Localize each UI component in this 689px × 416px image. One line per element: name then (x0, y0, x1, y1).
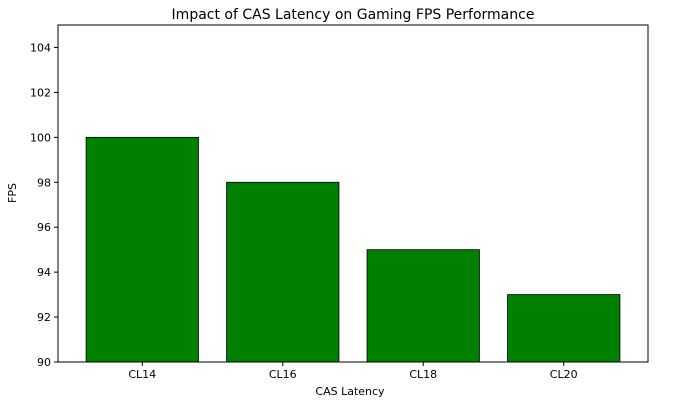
y-axis-label: FPS (6, 183, 19, 203)
x-tick-label: CL18 (409, 368, 437, 381)
y-tick-label: 90 (37, 356, 51, 369)
y-tick-label: 96 (37, 221, 51, 234)
x-tick-label: CL16 (269, 368, 297, 381)
y-tick-label: 98 (37, 176, 51, 189)
y-tick-label: 100 (30, 131, 51, 144)
chart-title: Impact of CAS Latency on Gaming FPS Perf… (172, 7, 535, 23)
x-tick-label: CL20 (550, 368, 578, 381)
bar-cl18 (366, 249, 480, 363)
bar-cl14 (85, 136, 199, 363)
bar-cl20 (507, 294, 621, 363)
y-tick-label: 94 (37, 266, 51, 279)
y-tick-label: 104 (30, 41, 51, 54)
plot-frame (57, 24, 649, 363)
x-tick-label: CL14 (128, 368, 156, 381)
y-tick-label: 92 (37, 311, 51, 324)
y-tick-label: 102 (30, 86, 51, 99)
bar-cl16 (226, 181, 340, 363)
x-axis-label: CAS Latency (315, 385, 385, 398)
